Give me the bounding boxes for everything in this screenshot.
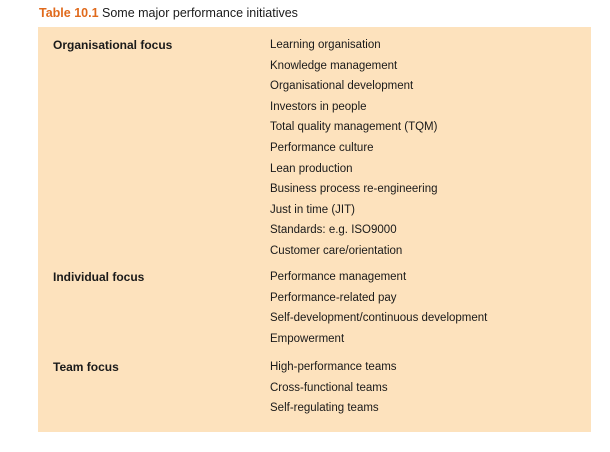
item-list: Performance management Performance-relat… bbox=[270, 267, 487, 349]
section-label: Organisational focus bbox=[53, 38, 173, 52]
table-title: Some major performance initiatives bbox=[102, 6, 298, 20]
list-item: Performance culture bbox=[270, 141, 374, 154]
list-item: Standards: e.g. ISO9000 bbox=[270, 224, 397, 237]
list-item: Cross-functional teams bbox=[270, 381, 388, 394]
list-item: Self-development/continuous development bbox=[270, 312, 488, 325]
list-item: Total quality management (TQM) bbox=[270, 121, 438, 134]
list-item: Empowerment bbox=[270, 332, 345, 345]
list-item: Performance-related pay bbox=[270, 291, 397, 304]
list-item: Just in time (JIT) bbox=[270, 203, 355, 216]
item-list: High-performance teams Cross-functional … bbox=[270, 357, 397, 419]
table-body: Organisational focus Learning organisati… bbox=[38, 27, 591, 432]
list-item: Knowledge management bbox=[270, 59, 398, 72]
list-item: Lean production bbox=[270, 162, 353, 175]
list-item: Business process re-engineering bbox=[270, 183, 438, 196]
list-item: Organisational development bbox=[270, 80, 414, 93]
table-caption: Table 10.1 Some major performance initia… bbox=[39, 5, 298, 21]
table-number: Table 10.1 bbox=[39, 6, 99, 20]
list-item: Performance management bbox=[270, 271, 407, 283]
list-item: Investors in people bbox=[270, 100, 367, 113]
list-item: Self-regulating teams bbox=[270, 402, 379, 415]
section-label: Individual focus bbox=[53, 270, 145, 284]
list-item: Customer care/orientation bbox=[270, 244, 403, 257]
section-label: Team focus bbox=[53, 360, 119, 374]
item-list: Learning organisation Knowledge manageme… bbox=[270, 35, 437, 262]
list-item: Learning organisation bbox=[270, 39, 381, 51]
list-item: High-performance teams bbox=[270, 361, 397, 373]
